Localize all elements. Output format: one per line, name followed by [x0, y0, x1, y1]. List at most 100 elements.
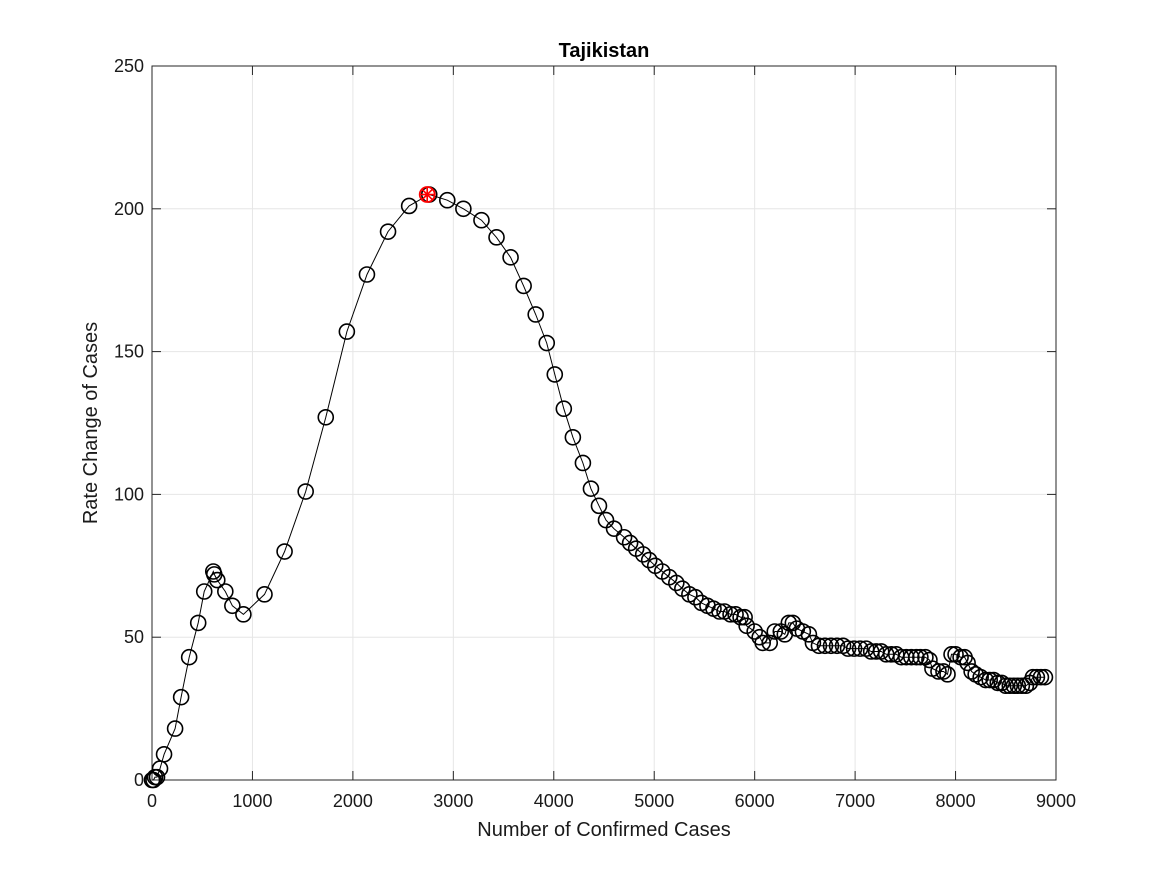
data-point	[746, 623, 763, 640]
y-tick-label: 50	[124, 627, 144, 647]
x-tick-label: 5000	[634, 791, 674, 811]
data-point	[615, 528, 633, 546]
data-point	[217, 583, 234, 600]
data-point	[515, 277, 532, 295]
data-point	[488, 229, 505, 246]
data-point	[148, 768, 166, 786]
data-point	[1001, 677, 1019, 695]
data-point	[166, 720, 184, 737]
data-point	[1036, 668, 1054, 686]
data-point	[582, 480, 600, 497]
data-point	[502, 249, 519, 266]
data-points	[143, 186, 1054, 789]
data-point	[180, 648, 198, 666]
data-point	[195, 583, 213, 600]
y-tick-label: 250	[114, 56, 144, 76]
data-point	[455, 200, 472, 218]
data-point	[963, 663, 980, 680]
x-tick-label: 4000	[534, 791, 574, 811]
data-point	[935, 663, 952, 680]
data-point	[640, 551, 658, 569]
data-point	[921, 651, 938, 669]
data-point	[732, 608, 749, 626]
data-point	[903, 648, 920, 666]
data-point	[761, 634, 779, 652]
data-point	[1013, 677, 1031, 695]
data-point	[993, 674, 1011, 692]
data-point	[939, 666, 956, 683]
data-point	[564, 428, 582, 446]
highlight-asterisk-stroke	[421, 188, 434, 201]
data-point	[810, 637, 828, 655]
data-point	[845, 640, 863, 657]
x-tick-label: 2000	[333, 791, 373, 811]
data-point	[605, 520, 623, 537]
data-point	[546, 366, 564, 383]
data-point	[155, 745, 173, 763]
tick-labels: 0 1000 2000 3000 4000 5000 6000 7000 8000 9000 0 50…	[114, 56, 1076, 811]
data-point	[943, 646, 960, 663]
data-point	[816, 637, 834, 655]
data-point	[235, 606, 252, 623]
data-point	[754, 634, 772, 652]
data-point	[590, 497, 608, 515]
data-point	[766, 623, 784, 640]
data-point	[538, 334, 556, 352]
data-point	[574, 454, 592, 472]
data-point	[379, 223, 397, 240]
data-point	[800, 626, 818, 643]
data-point	[977, 671, 994, 689]
data-point	[851, 640, 869, 657]
data-point	[172, 688, 190, 706]
data-point	[908, 648, 925, 666]
data-point	[1024, 668, 1042, 686]
data-point	[997, 677, 1015, 695]
data-point	[1005, 677, 1023, 695]
data-point	[1032, 668, 1050, 686]
data-point	[439, 191, 456, 209]
data-point	[473, 211, 490, 229]
data-point	[358, 266, 376, 283]
data-point	[297, 483, 314, 500]
y-tick-label: 100	[114, 484, 144, 504]
x-axis-label: Number of Confirmed Cases	[477, 819, 730, 841]
data-point	[1009, 677, 1027, 695]
plot-area	[152, 66, 1056, 780]
x-tick-label: 0	[147, 791, 157, 811]
data-point	[1028, 668, 1046, 686]
data-point	[930, 663, 947, 680]
data-point	[208, 571, 226, 589]
data-point	[828, 637, 846, 655]
data-point	[912, 648, 929, 666]
data-point	[822, 637, 840, 655]
data-point	[898, 648, 915, 666]
highlight-point	[418, 186, 436, 203]
data-point	[711, 603, 728, 620]
axes	[151, 65, 1057, 781]
y-tick-label: 150	[114, 342, 144, 362]
data-point	[527, 306, 544, 323]
x-tick-label: 6000	[735, 791, 775, 811]
data-point	[959, 654, 976, 672]
data-point	[668, 574, 685, 592]
data-point	[338, 323, 356, 340]
data-point	[621, 534, 639, 552]
x-tick-label: 8000	[936, 791, 976, 811]
x-tick-label: 9000	[1036, 791, 1076, 811]
data-point	[839, 640, 857, 657]
y-axis-label: Rate Change of Cases	[80, 322, 102, 524]
data-point	[736, 608, 753, 626]
x-tick-label: 1000	[232, 791, 272, 811]
data-point	[555, 400, 573, 418]
data-point	[224, 597, 241, 615]
series-line-path	[152, 193, 1045, 781]
data-point	[989, 674, 1007, 692]
series-line	[152, 193, 1045, 781]
x-tick-label: 7000	[835, 791, 875, 811]
data-point	[400, 197, 418, 215]
y-tick-label: 200	[114, 199, 144, 219]
data-point	[317, 408, 335, 426]
data-point	[981, 671, 999, 689]
x-tick-label: 3000	[433, 791, 473, 811]
